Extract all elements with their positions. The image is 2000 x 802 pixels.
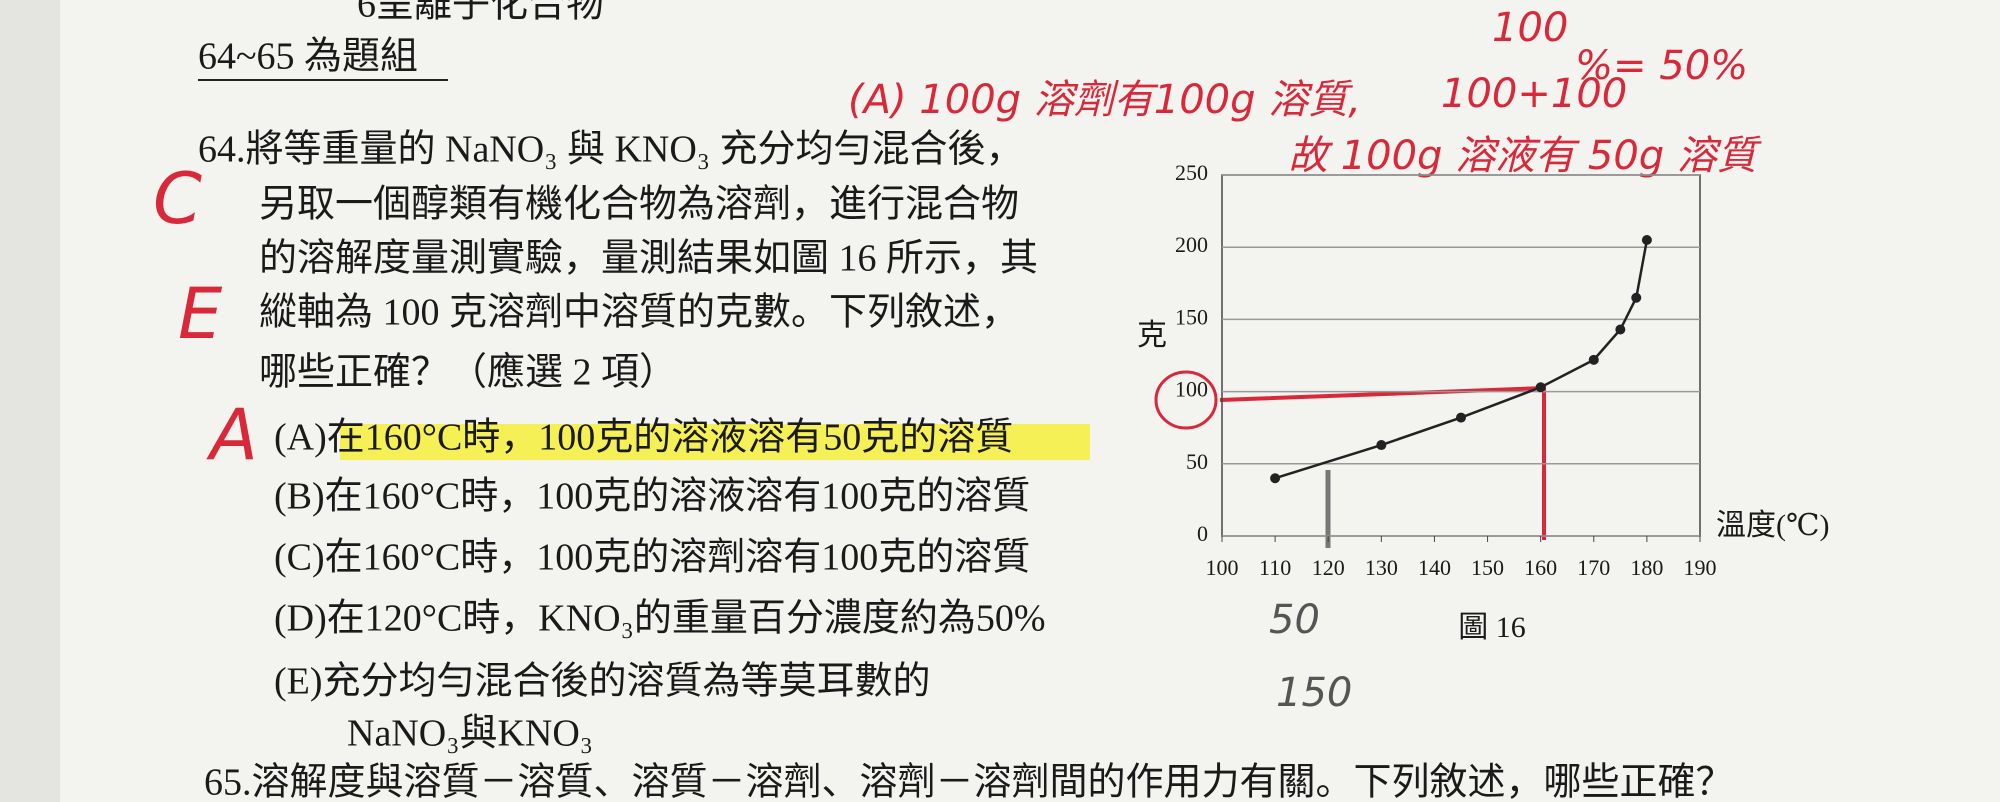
section-title: 64~65 為題組 xyxy=(198,36,418,78)
y-tick-label: 0 xyxy=(1197,521,1208,546)
x-tick-label: 140 xyxy=(1418,555,1451,580)
option-text: (E)充分均勻混合後的溶質為等莫耳數的 xyxy=(274,661,931,703)
option-text: (C)在160°C時，100克的溶劑溶有100克的溶質 xyxy=(274,537,1030,579)
option-text: (D)在120°C時，KNO₃的重量百分濃度約為50% xyxy=(274,598,1046,640)
handwriting: 100 xyxy=(1492,5,1568,51)
data-point xyxy=(1641,234,1652,245)
data-point xyxy=(1456,412,1466,423)
y-tick-label: 100 xyxy=(1175,377,1208,402)
handwriting: A xyxy=(206,394,258,476)
x-tick-label: 100 xyxy=(1206,555,1239,580)
y-tick-label: 250 xyxy=(1175,160,1208,185)
question-line: 另取一個醇類有機化合物為溶劑，進行混合物 xyxy=(259,184,1019,226)
top-text: 6呈離子化合物 xyxy=(357,0,604,26)
question-65: 65.溶解度與溶質－溶質、溶質－溶劑、溶劑－溶劑間的作用力有關。下列敘述，哪些正… xyxy=(204,762,1734,802)
handwriting: E xyxy=(178,273,223,355)
handwriting: 100+100 xyxy=(1441,71,1627,117)
page-edge xyxy=(0,0,60,802)
circle-mark xyxy=(1154,370,1218,430)
caption: 圖 16 xyxy=(1458,611,1526,644)
x-tick-label: 130 xyxy=(1365,555,1398,580)
x-tick-label: 110 xyxy=(1259,555,1291,580)
question-line: 的溶解度量測實驗，量測結果如圖 16 所示，其 xyxy=(259,238,1038,280)
question-line: 64.將等重量的 NaNO₃ 與 KNO₃ 充分均勻混合後， xyxy=(198,129,1024,171)
y-tick-label: 50 xyxy=(1186,449,1208,474)
x-tick-label: 160 xyxy=(1524,555,1557,580)
x-axis-label: 溫度(℃) xyxy=(1716,509,1830,542)
x-tick-label: 150 xyxy=(1471,555,1504,580)
x-tick-label: 190 xyxy=(1684,555,1717,580)
data-point xyxy=(1615,324,1626,335)
handwriting: 150 xyxy=(1276,670,1352,716)
question-line: 哪些正確？（應選 2 項） xyxy=(259,352,677,394)
option-text: NaNO₃與KNO₃ xyxy=(347,713,593,755)
handwriting: %= 50% xyxy=(1575,43,1748,89)
y-tick-label: 150 xyxy=(1175,304,1208,329)
data-line xyxy=(1274,239,1649,480)
data-point xyxy=(1376,440,1387,451)
data-point xyxy=(1631,292,1642,303)
y-tick-label: 200 xyxy=(1175,232,1208,257)
handwriting: 故 100g 溶液有 50g 溶質 xyxy=(1288,133,1762,179)
data-point xyxy=(1588,354,1599,365)
x-tick-label: 120 xyxy=(1312,555,1345,580)
handwriting: C xyxy=(153,158,202,240)
option-text: (A)在160°C時，100克的溶液溶有50克的溶質 xyxy=(274,417,1013,459)
data-point xyxy=(1535,382,1546,393)
handwriting: (A) 100g 溶劑有100g 溶質, xyxy=(848,77,1361,123)
highlight xyxy=(340,424,1090,460)
x-tick-label: 180 xyxy=(1630,555,1663,580)
question-line: 縱軸為 100 克溶劑中溶質的克數。下列敘述， xyxy=(259,292,1019,334)
data-point xyxy=(1270,473,1281,484)
option-text: (B)在160°C時，100克的溶液溶有100克的溶質 xyxy=(274,476,1030,518)
y-axis-label: 克 xyxy=(1137,319,1167,352)
x-tick-label: 170 xyxy=(1577,555,1610,580)
handwriting: 50 xyxy=(1269,597,1320,643)
